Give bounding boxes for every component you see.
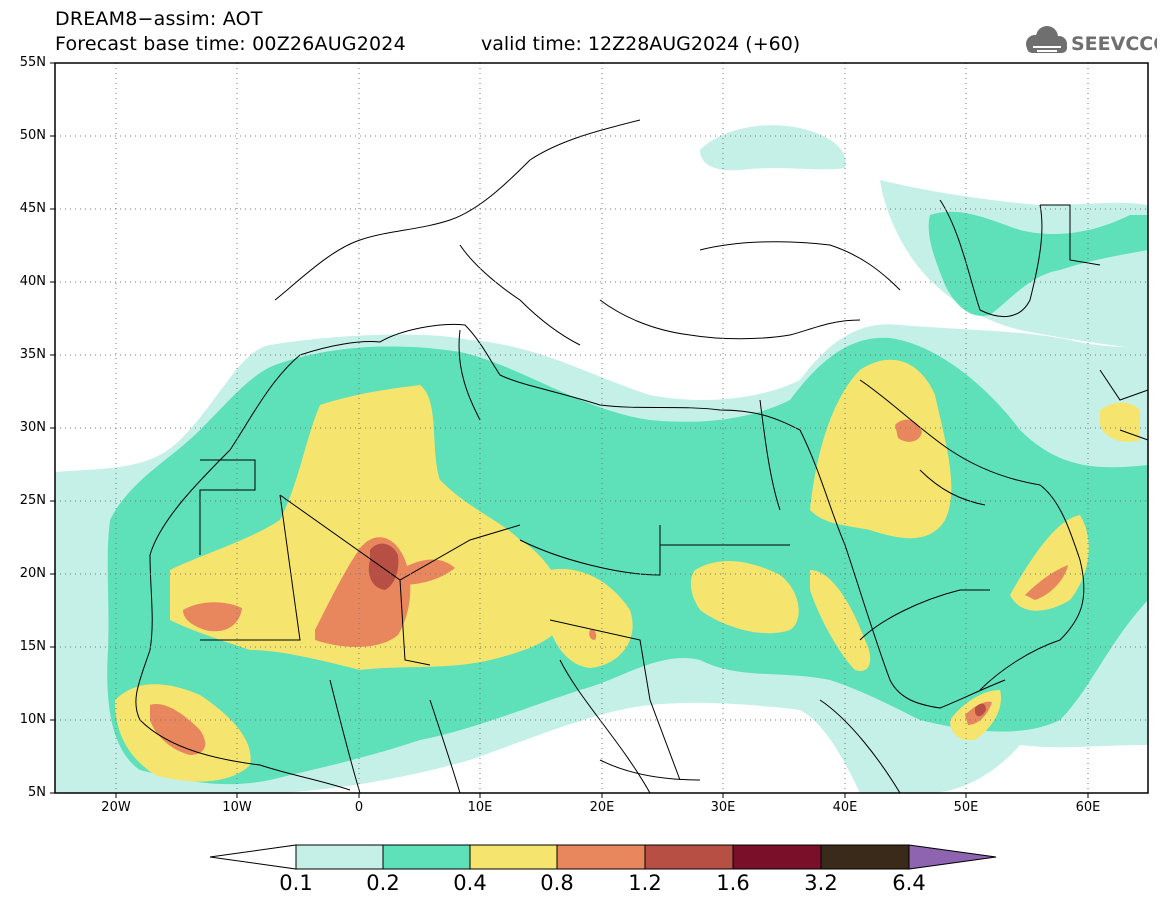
axis-ticks: [50, 62, 1089, 798]
lon-label-40e: 40E: [832, 800, 858, 815]
title-line-2: Forecast base time: 00Z26AUG2024: [55, 33, 406, 55]
colorbar-label-0-2: 0.2: [366, 871, 400, 895]
colorbar-segment-4: [556, 844, 646, 870]
colorbar: [209, 844, 997, 870]
colorbar-label-1-2: 1.2: [628, 871, 662, 895]
lat-label-30n: 30N: [19, 420, 46, 435]
aot-level-1-2: [368, 543, 986, 717]
lat-label-20n: 20N: [19, 566, 46, 581]
lon-label-10e: 10E: [467, 800, 493, 815]
valid-time-label: valid time: 12Z28AUG2024 (+60): [481, 33, 801, 55]
lat-label-15n: 15N: [19, 639, 46, 654]
colorbar-segment-6: [732, 844, 822, 870]
lat-label-55n: 55N: [19, 55, 46, 70]
colorbar-label-6-4: 6.4: [892, 871, 926, 895]
colorbar-label-0-1: 0.1: [279, 871, 313, 895]
colorbar-segment-5: [644, 844, 734, 870]
colorbar-label-1-6: 1.6: [716, 871, 750, 895]
colorbar-over-arrow: [908, 844, 997, 870]
coastlines: [135, 119, 1148, 793]
lon-label-30e: 30E: [710, 800, 736, 815]
colorbar-label-3-2: 3.2: [804, 871, 838, 895]
lon-label-50e: 50E: [953, 800, 979, 815]
lat-label-35n: 35N: [19, 347, 46, 362]
colorbar-under-arrow: [209, 844, 297, 870]
lat-label-45n: 45N: [19, 201, 46, 216]
colorbar-segment-7: [820, 844, 910, 870]
lat-label-10n: 10N: [19, 712, 46, 727]
lon-label-60e: 60E: [1075, 800, 1101, 815]
colorbar-label-0-8: 0.8: [540, 871, 574, 895]
lat-label-40n: 40N: [19, 274, 46, 289]
lon-label-10w: 10W: [222, 800, 252, 815]
lat-label-25n: 25N: [19, 493, 46, 508]
lon-label-0: 0: [354, 800, 364, 815]
lon-label-20e: 20E: [589, 800, 615, 815]
colorbar-segment-3: [469, 844, 558, 870]
lat-label-50n: 50N: [19, 128, 46, 143]
title-line-1: DREAM8−assim: AOT: [55, 8, 263, 30]
colorbar-label-0-4: 0.4: [453, 871, 487, 895]
colorbar-segment-1: [295, 844, 384, 870]
aot-field: [55, 125, 1148, 793]
grid-lines: [55, 63, 1148, 793]
seevccc-logo: SEEVCCC: [1026, 26, 1157, 55]
lat-label-5n: 5N: [28, 785, 46, 800]
lon-label-20w: 20W: [101, 800, 131, 815]
colorbar-segment-2: [382, 844, 471, 870]
logo-text: SEEVCCC: [1071, 33, 1157, 55]
